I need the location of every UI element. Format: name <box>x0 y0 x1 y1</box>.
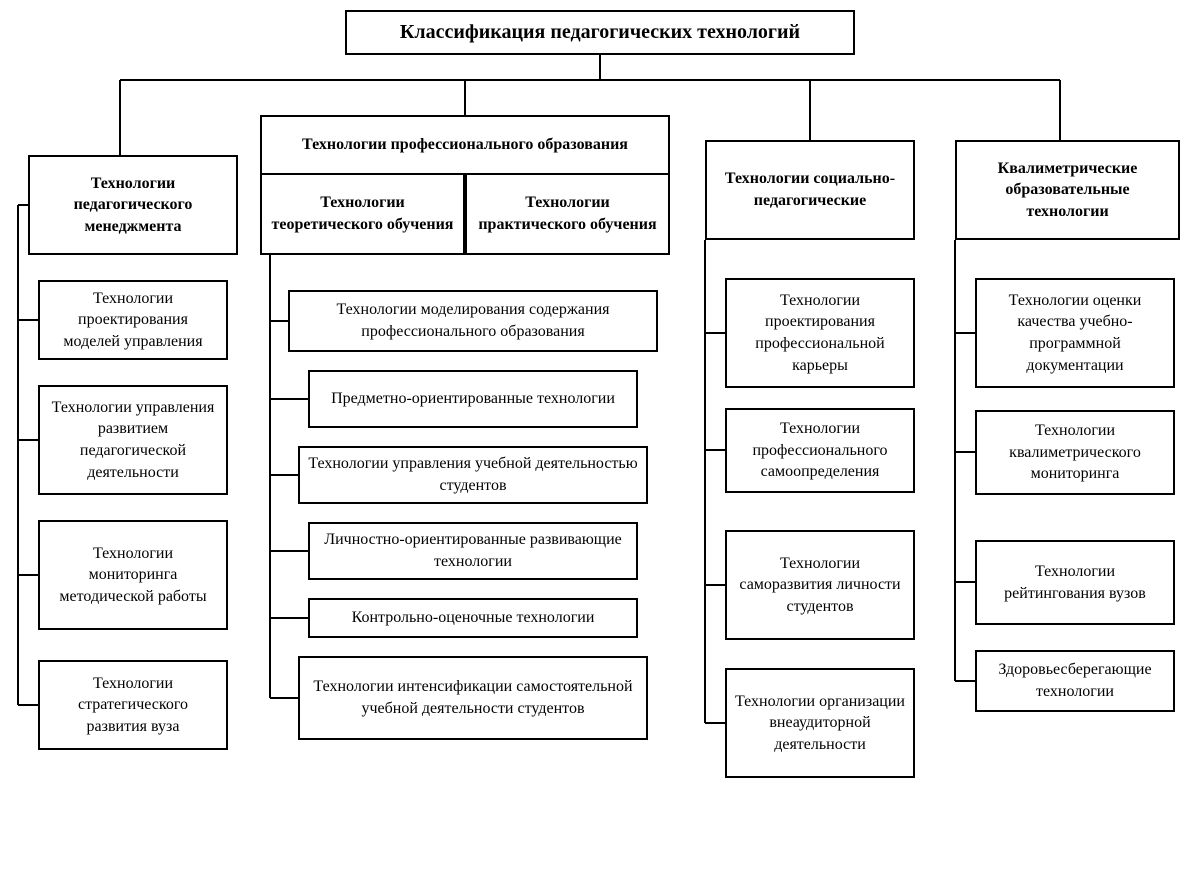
branch-2-subheader-right: Технологии практического обучения <box>465 173 670 255</box>
branch-2-subheader-right-label: Технологии практического обучения <box>475 192 660 235</box>
branch-3-header: Технологии социально-педагогические <box>705 140 915 240</box>
branch-1-item-2-label: Технологии управления развитием педагоги… <box>48 397 218 483</box>
branch-3-item-2-label: Технологии профессионального самоопредел… <box>735 418 905 483</box>
branch-2-item-5: Контрольно-оценочные технологии <box>308 598 638 638</box>
branch-4-item-1-label: Технологии оценки качества учебно-програ… <box>985 290 1165 376</box>
branch-2-item-6-label: Технологии интенсификации самостоятельно… <box>308 676 638 719</box>
branch-2-item-3-label: Технологии управления учебной деятельнос… <box>308 453 638 496</box>
branch-2-item-2: Предметно-ориентированные технологии <box>308 370 638 428</box>
branch-4-item-1: Технологии оценки качества учебно-програ… <box>975 278 1175 388</box>
branch-3-item-1-label: Технологии проектирования профессиональн… <box>735 290 905 376</box>
branch-1-item-2: Технологии управления развитием педагоги… <box>38 385 228 495</box>
branch-2-item-4: Личностно-ориентированные развивающие те… <box>308 522 638 580</box>
branch-4-header-label: Квалиметрические образовательные техноло… <box>965 158 1170 223</box>
branch-3-item-3: Технологии саморазвития личности студент… <box>725 530 915 640</box>
branch-2-header: Технологии профессионального образования <box>260 115 670 173</box>
branch-3-header-label: Технологии социально-педагогические <box>715 168 905 211</box>
root-label: Классификация педагогических технологий <box>400 19 800 46</box>
branch-4-header: Квалиметрические образовательные техноло… <box>955 140 1180 240</box>
branch-4-item-2-label: Технологии квалиметрического мониторинга <box>985 420 1165 485</box>
branch-2-item-4-label: Личностно-ориентированные развивающие те… <box>318 529 628 572</box>
branch-2-header-label: Технологии профессионального образования <box>302 134 628 156</box>
branch-1-item-1: Технологии проектирования моделей управл… <box>38 280 228 360</box>
branch-1-item-3-label: Технологии мониторинга методической рабо… <box>48 543 218 608</box>
root-node: Классификация педагогических технологий <box>345 10 855 55</box>
branch-2-item-5-label: Контрольно-оценочные технологии <box>352 607 595 629</box>
branch-1-item-1-label: Технологии проектирования моделей управл… <box>48 288 218 353</box>
branch-1-item-3: Технологии мониторинга методической рабо… <box>38 520 228 630</box>
branch-2-item-3: Технологии управления учебной деятельнос… <box>298 446 648 504</box>
branch-1-header: Технологии педагогического менеджмента <box>28 155 238 255</box>
branch-2-subheader-left: Технологии теоретического обучения <box>260 173 465 255</box>
branch-4-item-4: Здоровьесберегающие технологии <box>975 650 1175 712</box>
branch-3-item-2: Технологии профессионального самоопредел… <box>725 408 915 493</box>
branch-2-subheader-left-label: Технологии теоретического обучения <box>270 192 455 235</box>
branch-4-item-4-label: Здоровьесберегающие технологии <box>985 659 1165 702</box>
branch-4-item-3: Технологии рейтингования вузов <box>975 540 1175 625</box>
branch-1-item-4: Технологии стратегического развития вуза <box>38 660 228 750</box>
branch-3-item-4-label: Технологии организации внеаудиторной дея… <box>735 691 905 756</box>
branch-3-item-3-label: Технологии саморазвития личности студент… <box>735 553 905 618</box>
branch-3-item-1: Технологии проектирования профессиональн… <box>725 278 915 388</box>
branch-2-item-2-label: Предметно-ориентированные технологии <box>331 388 615 410</box>
branch-2-item-1-label: Технологии моделирования содержания проф… <box>298 299 648 342</box>
branch-2-item-1: Технологии моделирования содержания проф… <box>288 290 658 352</box>
branch-1-item-4-label: Технологии стратегического развития вуза <box>48 673 218 738</box>
branch-2-item-6: Технологии интенсификации самостоятельно… <box>298 656 648 740</box>
branch-4-item-2: Технологии квалиметрического мониторинга <box>975 410 1175 495</box>
branch-1-header-label: Технологии педагогического менеджмента <box>38 173 228 238</box>
branch-4-item-3-label: Технологии рейтингования вузов <box>985 561 1165 604</box>
branch-3-item-4: Технологии организации внеаудиторной дея… <box>725 668 915 778</box>
